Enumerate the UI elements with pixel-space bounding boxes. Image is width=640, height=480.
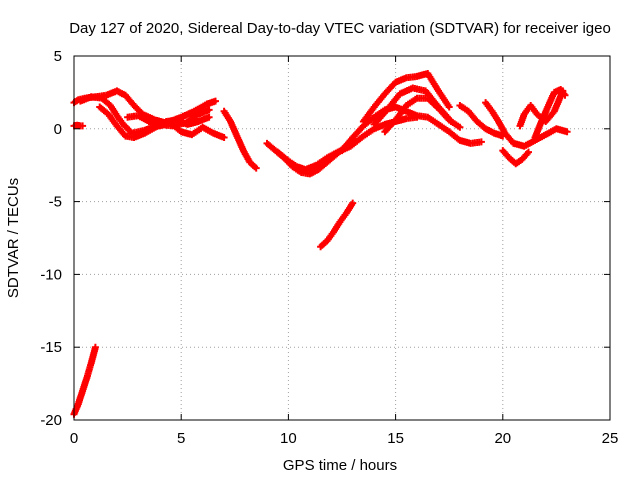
data-series-track-k [381, 94, 464, 136]
x-tick-label: 0 [70, 430, 78, 447]
data-series-track-n [499, 147, 532, 168]
y-tick-label: -10 [40, 266, 62, 283]
x-axis-label: GPS time / hours [283, 457, 397, 474]
data-series-track-i [359, 70, 453, 125]
data-series-track-s [70, 121, 87, 130]
data-series-track-r [70, 343, 99, 418]
x-tick-label: 15 [387, 430, 404, 447]
data-series-track-e [220, 107, 260, 172]
y-tick-label: 5 [54, 48, 62, 65]
data-series-track-g [274, 113, 421, 174]
plot-frame [73, 55, 611, 421]
data-series-track-l [456, 102, 507, 140]
x-tick-label: 25 [602, 430, 619, 447]
x-tick-label: 10 [280, 430, 297, 447]
chart-title: Day 127 of 2020, Sidereal Day-to-day VTE… [69, 20, 611, 37]
y-tick-label: -15 [40, 339, 62, 356]
axis-ticks: 0 5 10 15 20 25 -20 -15 -10 -5 0 5 [40, 48, 618, 447]
data-series-track-d [124, 112, 228, 141]
y-axis-label: SDTVAR / TECUs [5, 178, 22, 298]
y-tick-label: 0 [54, 121, 62, 138]
data-series [70, 70, 571, 418]
data-series-track-j [370, 84, 455, 128]
x-tick-label: 5 [177, 430, 185, 447]
data-series-track-o [516, 87, 567, 130]
y-tick-label: -5 [49, 194, 62, 211]
data-series-track-p [531, 86, 569, 141]
data-series-track-q [317, 199, 357, 251]
y-tick-label: -20 [40, 412, 62, 429]
x-tick-label: 20 [494, 430, 511, 447]
